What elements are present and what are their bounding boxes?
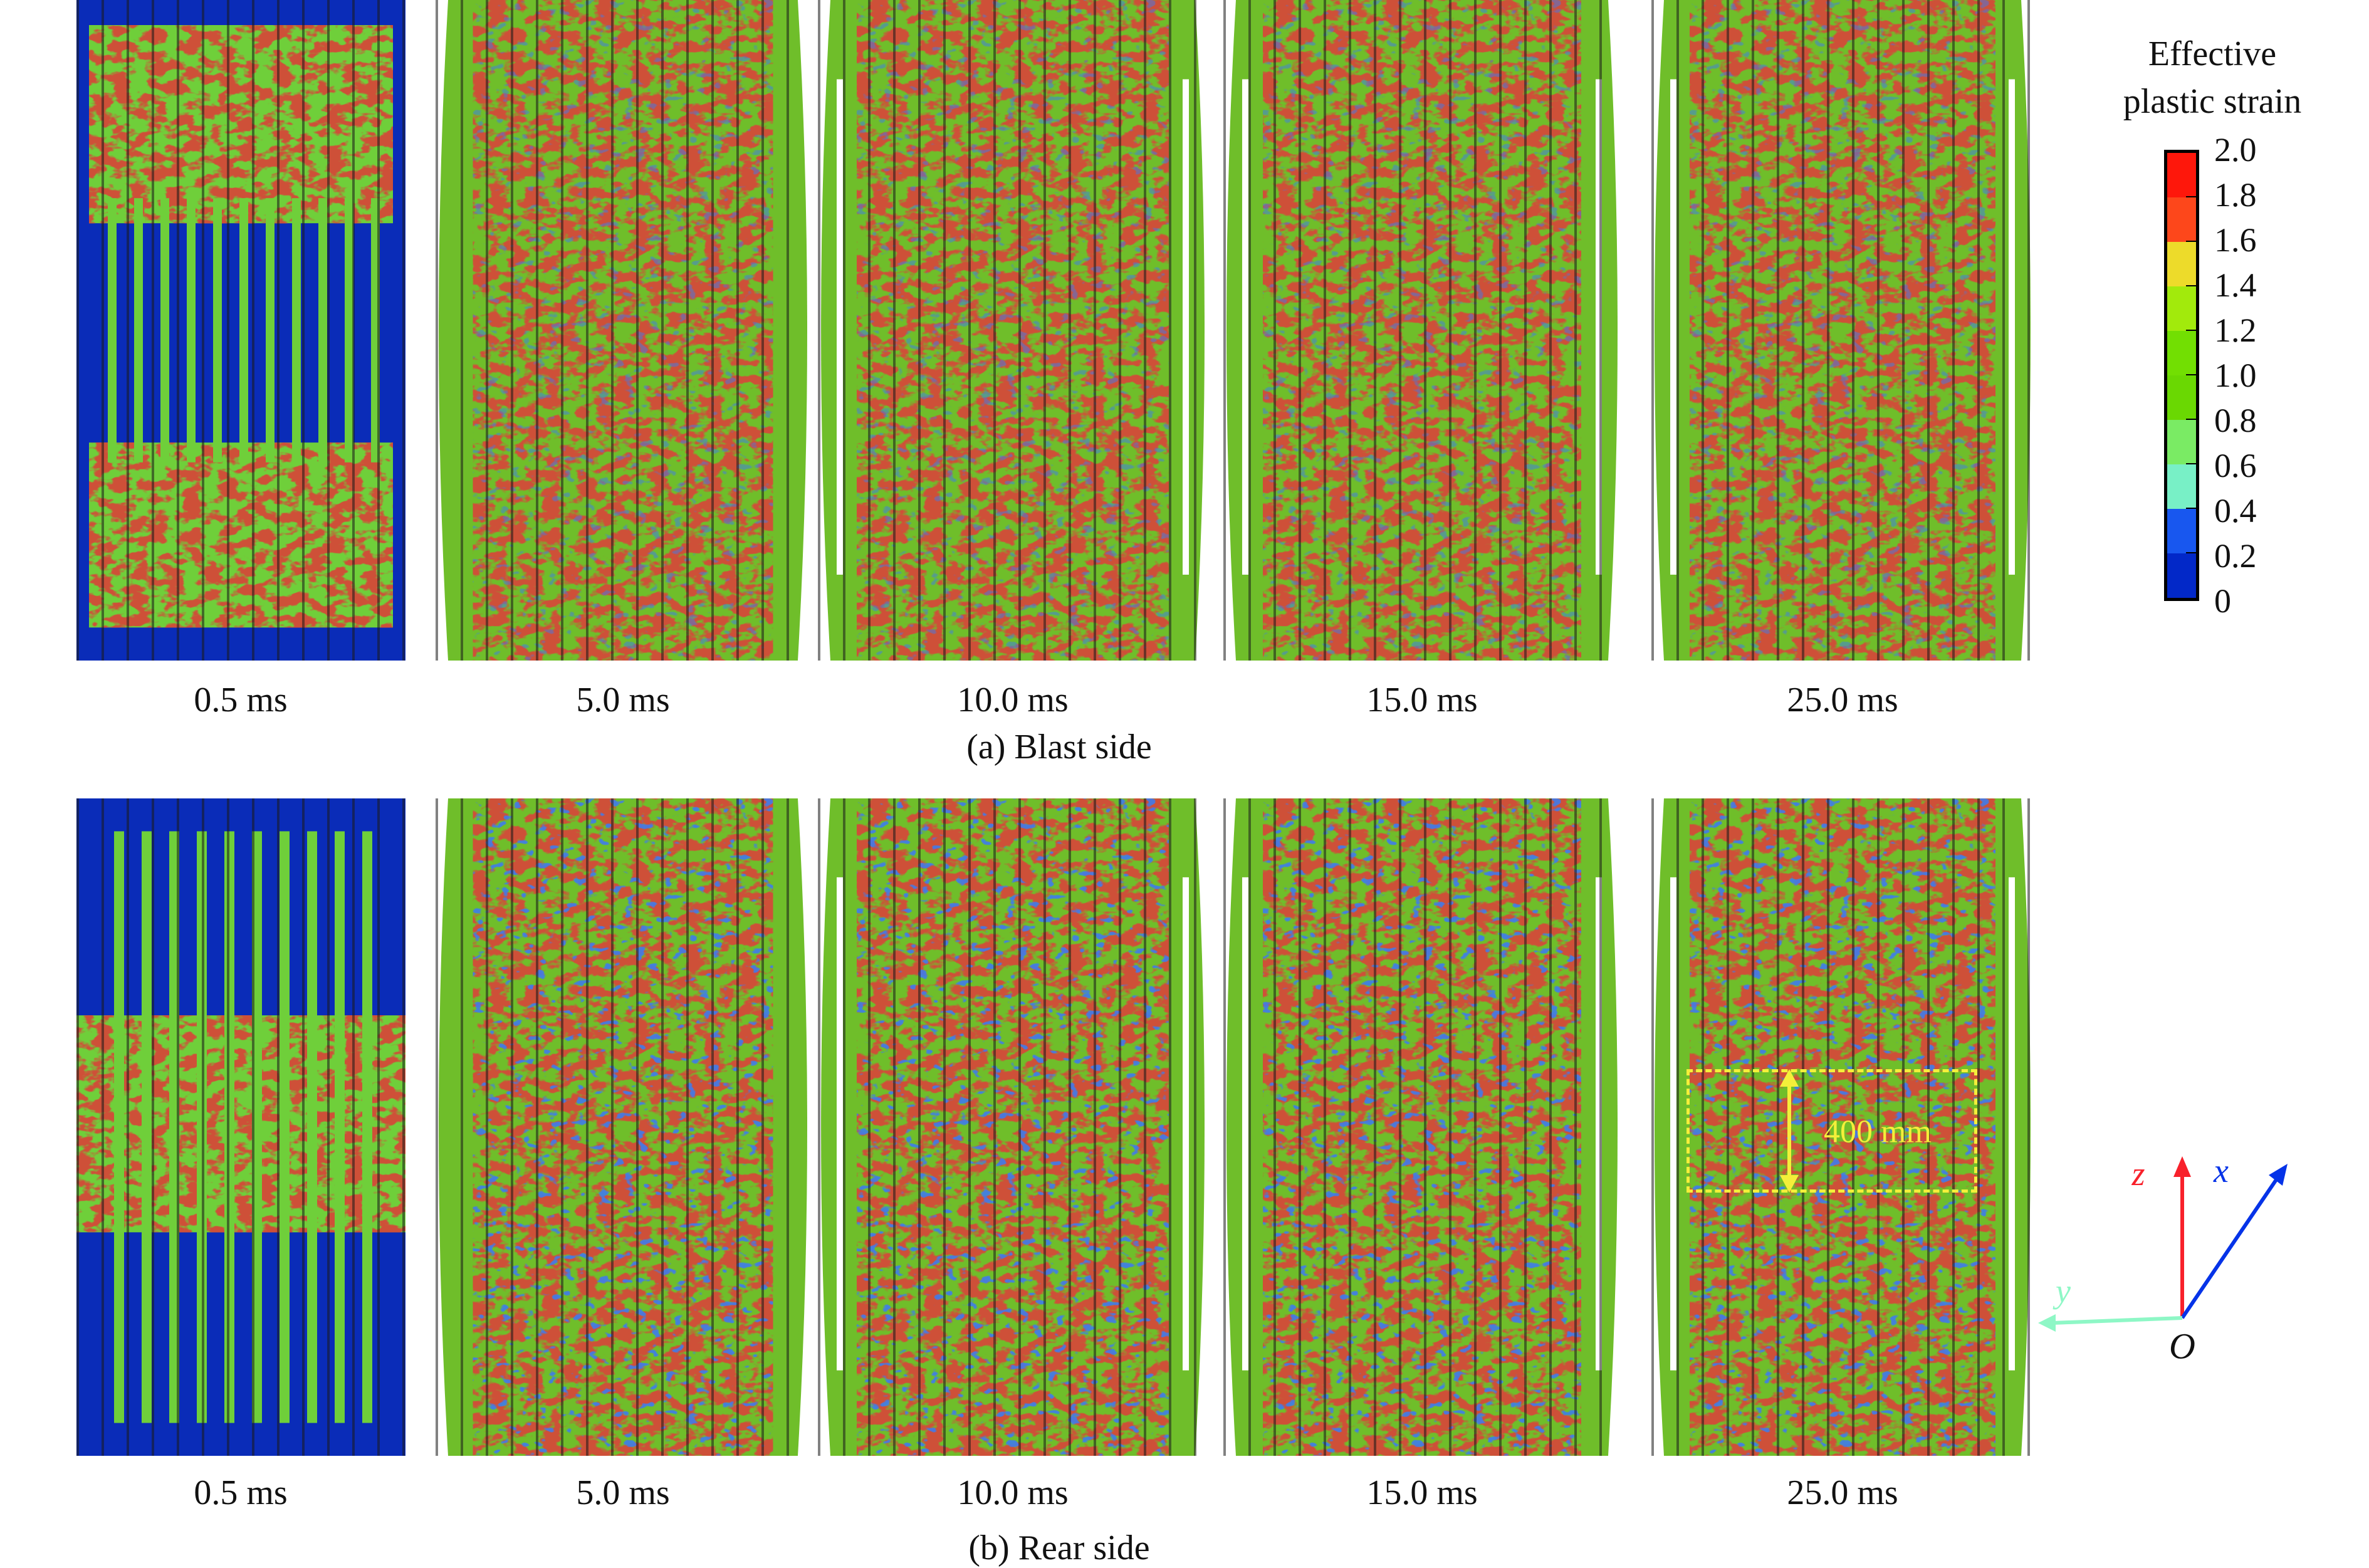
legend-swatch [2167,286,2196,332]
time-label: 15.0 ms [1366,681,1478,719]
contour-panel-blast-3 [818,0,1208,661]
time-label: 5.0 ms [576,681,670,719]
legend-swatch [2167,464,2196,510]
legend-tick-label: 0.4 [2214,492,2257,530]
contour-panel-blast-4 [1223,0,1621,661]
time-label: 25.0 ms [1787,1473,1898,1512]
legend-swatch [2167,331,2196,377]
legend-tick-label: 0.8 [2214,402,2257,439]
legend-swatch [2167,153,2196,199]
legend-tick-label: 1.2 [2214,311,2257,349]
legend-swatch [2167,553,2196,598]
annotation-box [1687,1069,1977,1193]
legend-tick-label: 0.2 [2214,537,2257,575]
legend-color-bar [2164,150,2199,601]
legend-swatch [2167,375,2196,421]
legend-title-line1: Effective [2148,34,2277,73]
coordinate-axes-icon [2038,1156,2288,1332]
legend-swatch [2167,242,2196,288]
annotation-label: 400 mm [1824,1114,1932,1150]
legend-tick-label: 1.4 [2214,266,2257,304]
legend-swatch [2167,420,2196,466]
legend-swatch [2167,197,2196,243]
time-label: 5.0 ms [576,1473,670,1512]
time-label: 10.0 ms [957,681,1069,719]
contour-panel-rear-1 [76,798,405,1456]
caption-blast-side: (a) Blast side [966,728,1152,766]
legend-tick-label: 1.0 [2214,357,2257,394]
time-label: 0.5 ms [194,681,288,719]
legend-tick-label: 1.6 [2214,221,2257,259]
caption-rear-side: (b) Rear side [968,1529,1150,1567]
legend-tick-label: 0 [2214,582,2231,620]
contour-panel-blast-2 [436,0,810,661]
axis-label-origin: O [2169,1325,2195,1367]
contour-panel-rear-3 [818,798,1208,1456]
legend-title-line2: plastic strain [2123,82,2302,121]
contour-panel-rear-5 [1651,798,2034,1456]
axis-label-z: z [2131,1155,2145,1193]
axis-label-x: x [2214,1152,2229,1189]
contour-panel-blast-1 [76,0,405,661]
time-label: 10.0 ms [957,1473,1069,1512]
dimension-arrow-icon [1780,1069,1799,1193]
contour-panel-rear-4 [1223,798,1621,1456]
legend-tick-label: 0.6 [2214,447,2257,484]
legend-tick-label: 1.8 [2214,176,2257,214]
axis-label-y: y [2056,1272,2071,1310]
time-label: 15.0 ms [1366,1473,1478,1512]
contour-panel-blast-5 [1651,0,2034,661]
legend-swatch [2167,509,2196,555]
time-label: 25.0 ms [1787,681,1898,719]
time-label: 0.5 ms [194,1473,288,1512]
legend-tick-label: 2.0 [2214,131,2257,169]
contour-panel-rear-2 [436,798,810,1456]
